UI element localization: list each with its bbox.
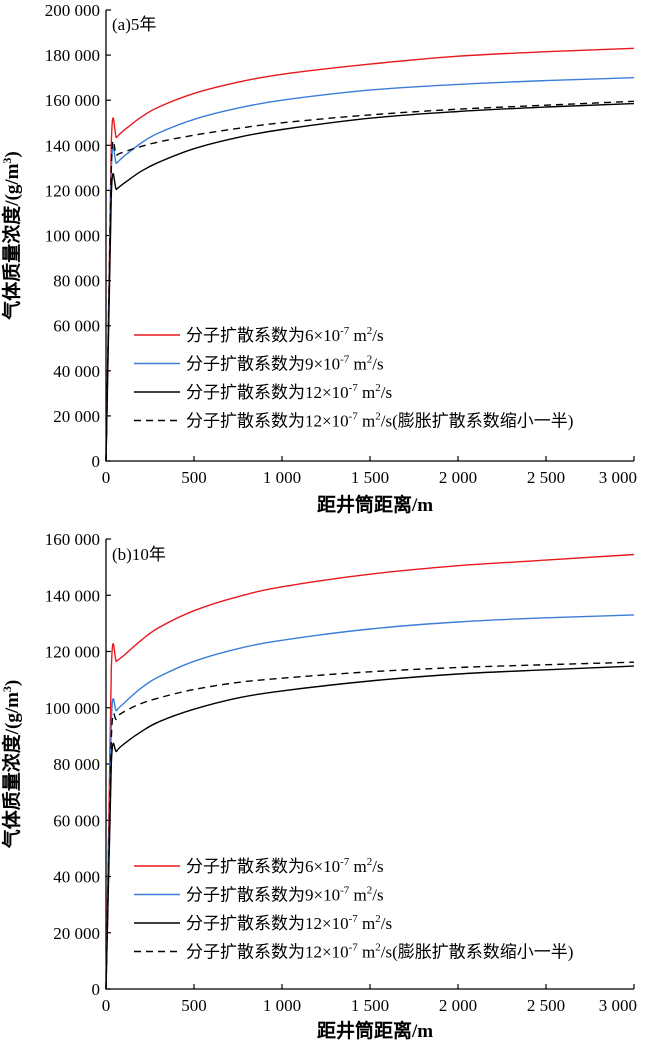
y-tick-label: 120 000 (45, 643, 100, 662)
x-tick-label: 1 500 (351, 996, 389, 1015)
y-tick-label: 160 000 (45, 530, 100, 549)
x-tick-label: 1 500 (351, 468, 389, 487)
x-tick-label: 2 500 (527, 996, 565, 1015)
y-tick-label: 60 000 (53, 811, 100, 830)
x-tick-label: 0 (102, 996, 111, 1015)
x-axis-title: 距井筒距离/m (317, 1019, 433, 1042)
legend-label-3: 分子扩散系数为12×10-7 m2/s (186, 382, 392, 402)
y-tick-label: 120 000 (45, 181, 100, 200)
x-tick-label: 3 000 (599, 468, 637, 487)
series-line-4 (105, 661, 635, 990)
legend-label-1: 分子扩散系数为6×10-7 m2/s (186, 325, 384, 345)
y-tick-label: 140 000 (45, 586, 100, 605)
panel-title: (a)5年 (112, 15, 156, 34)
chart-panel-b: 0 20 000 40 000 60 000 80 000 100 000 120 000 1… (0, 522, 650, 1045)
y-tick-label: 140 000 (45, 136, 100, 155)
x-tick-label: 500 (181, 468, 207, 487)
y-tick-label: 100 000 (45, 699, 100, 718)
legend-label-2: 分子扩散系数为9×10-7 m2/s (186, 354, 384, 374)
chart-panel-a: 0 20 000 40 000 60 000 80 000 100 000 120 000 1… (0, 0, 650, 522)
y-tick-label: 80 000 (53, 272, 100, 291)
series-line-2 (105, 614, 635, 990)
x-tick-label: 2 000 (439, 996, 477, 1015)
x-tick-label: 2 500 (527, 468, 565, 487)
y-tick-label: 80 000 (53, 755, 100, 774)
chart-svg: 0 20 000 40 000 60 000 80 000 100 000 120 000 1… (0, 1, 637, 516)
series-line-3 (105, 665, 635, 990)
y-tick-label: 160 000 (45, 91, 100, 110)
x-tick-label: 3 000 (599, 996, 637, 1015)
series-line-3 (105, 102, 635, 462)
series-line-1 (105, 553, 635, 990)
y-tick-label: 20 000 (53, 407, 100, 426)
y-tick-label: 0 (92, 980, 101, 999)
y-tick-label: 180 000 (45, 46, 100, 65)
y-tick-label: 0 (92, 452, 101, 471)
x-tick-label: 0 (102, 468, 111, 487)
x-tick-label: 2 000 (439, 468, 477, 487)
x-tick-label: 1 000 (263, 996, 301, 1015)
series-line-1 (105, 47, 635, 462)
y-axis-title: 气体质量浓度/(g/m3) (0, 151, 23, 321)
y-tick-label: 40 000 (53, 362, 100, 381)
legend-label-3: 分子扩散系数为12×10-7 m2/s (186, 913, 392, 933)
legend-label-4: 分子扩散系数为12×10-7 m2/s(膨胀扩散系数缩小一半) (186, 942, 573, 962)
y-tick-label: 200 000 (45, 1, 100, 20)
legend-label-4: 分子扩散系数为12×10-7 m2/s(膨胀扩散系数缩小一半) (186, 411, 573, 431)
x-tick-label: 500 (181, 996, 207, 1015)
y-axis-title: 气体质量浓度/(g/m3) (0, 680, 23, 850)
series-line-4 (105, 100, 635, 462)
chart-svg: 0 20 000 40 000 60 000 80 000 100 000 120 000 1… (0, 530, 637, 1042)
legend-label-2: 分子扩散系数为9×10-7 m2/s (186, 885, 384, 905)
y-tick-label: 20 000 (53, 924, 100, 943)
y-tick-label: 60 000 (53, 317, 100, 336)
legend-label-1: 分子扩散系数为6×10-7 m2/s (186, 856, 384, 876)
x-tick-label: 1 000 (263, 468, 301, 487)
y-tick-label: 100 000 (45, 227, 100, 246)
series-line-2 (105, 77, 635, 462)
y-tick-label: 40 000 (53, 868, 100, 887)
x-axis-title: 距井筒距离/m (317, 493, 433, 516)
panel-title: (b)10年 (112, 545, 166, 564)
